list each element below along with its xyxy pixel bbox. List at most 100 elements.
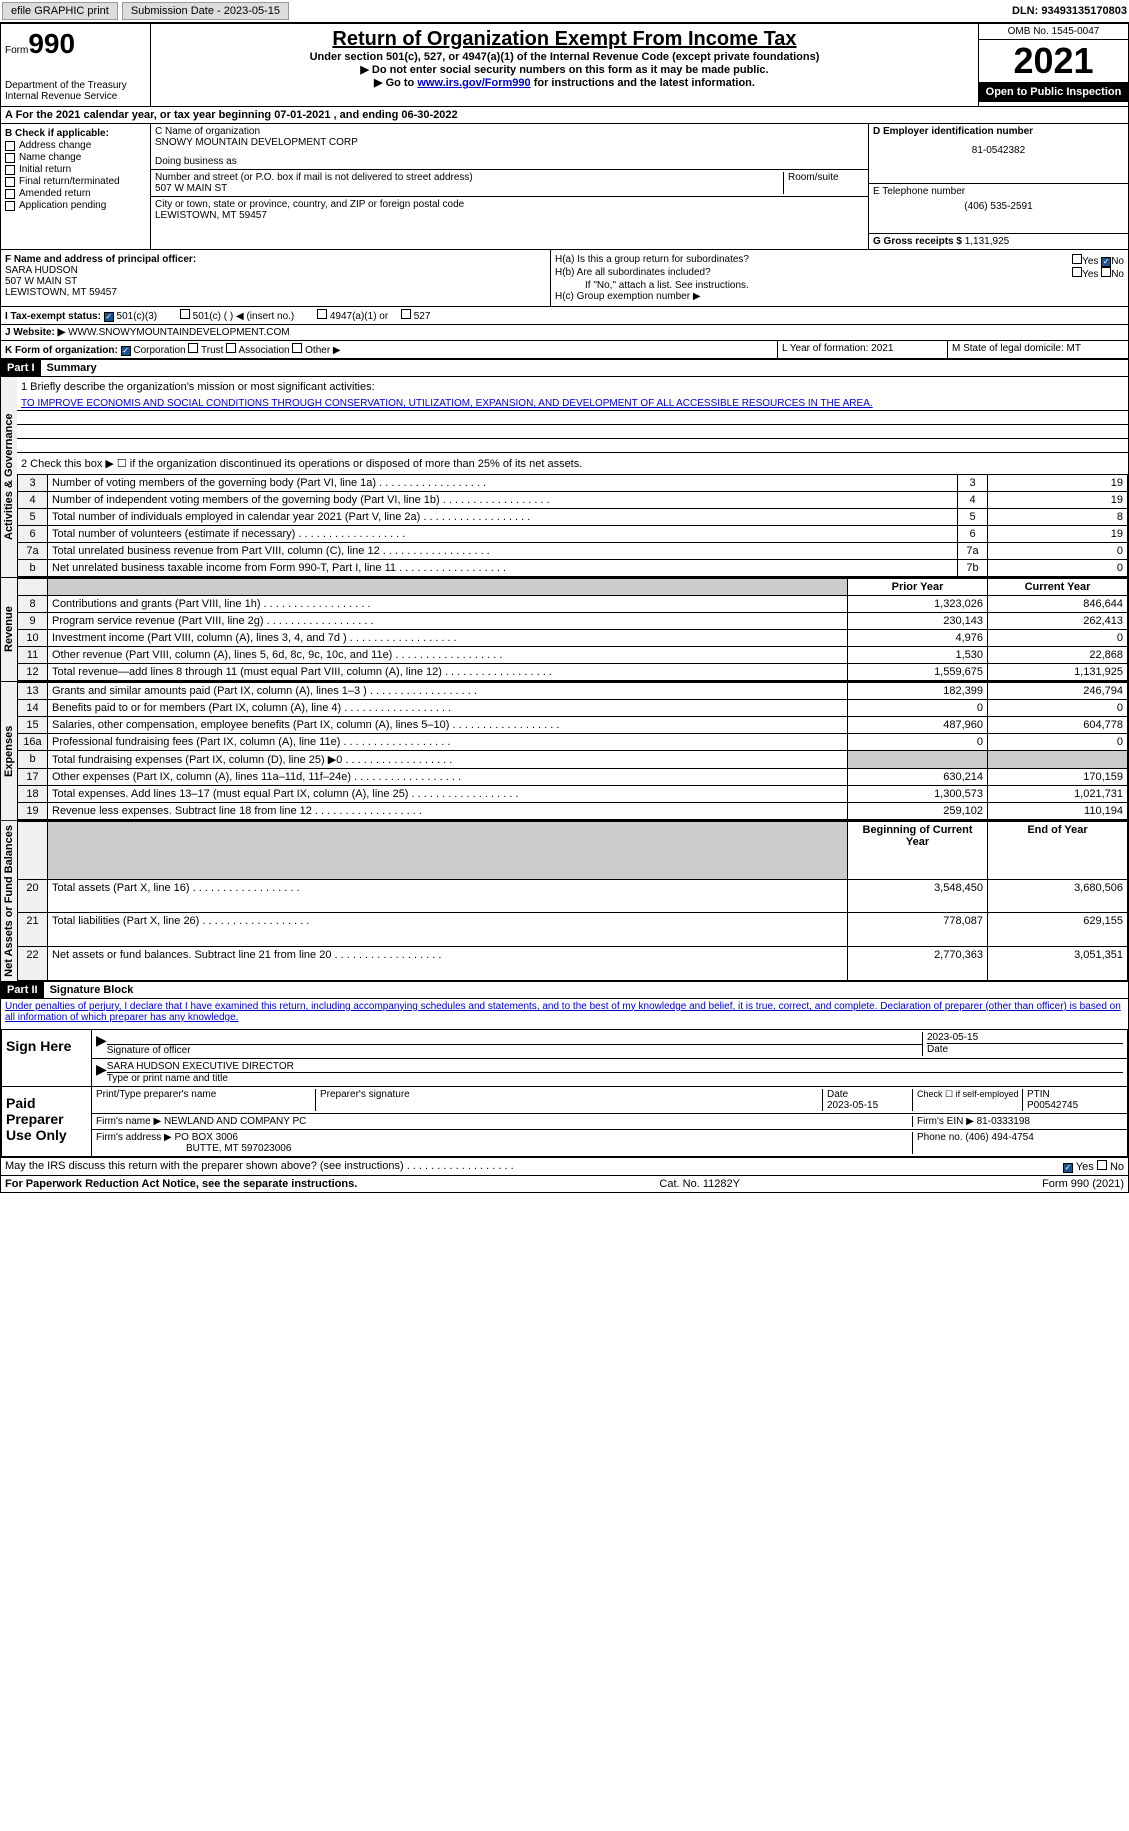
sections-d-e-g: D Employer identification number 81-0542…	[868, 124, 1128, 249]
officer-name-value: SARA HUDSON EXECUTIVE DIRECTOR	[107, 1061, 1123, 1072]
checkbox-application-pending[interactable]	[5, 201, 15, 211]
ein-label: D Employer identification number	[873, 126, 1124, 137]
year-formation: L Year of formation: 2021	[778, 341, 948, 358]
table-row: 13Grants and similar amounts paid (Part …	[18, 683, 1128, 700]
table-row: 11Other revenue (Part VIII, column (A), …	[18, 647, 1128, 664]
state-domicile: M State of legal domicile: MT	[948, 341, 1128, 358]
footer-center: Cat. No. 11282Y	[659, 1178, 740, 1190]
checkbox-501c3[interactable]	[104, 312, 114, 322]
inspection-label: Open to Public Inspection	[979, 82, 1128, 102]
phone-value: (406) 535-2591	[873, 201, 1124, 212]
footer-right: Form 990 (2021)	[1042, 1178, 1124, 1190]
form-label: Form	[5, 45, 28, 56]
prep-sig-label: Preparer's signature	[316, 1089, 823, 1111]
top-toolbar: efile GRAPHIC print Submission Date - 20…	[0, 0, 1129, 23]
prep-name-label: Print/Type preparer's name	[96, 1089, 316, 1111]
city-value: LEWISTOWN, MT 59457	[155, 210, 864, 221]
section-b: B Check if applicable: Address change Na…	[1, 124, 151, 249]
table-row: 4Number of independent voting members of…	[18, 492, 1128, 509]
subtitle-2: ▶ Do not enter social security numbers o…	[155, 63, 974, 76]
checkbox-group-no[interactable]	[1101, 257, 1111, 267]
checkbox-address-change[interactable]	[5, 141, 15, 151]
firm-name: NEWLAND AND COMPANY PC	[164, 1116, 306, 1127]
irs-label: Internal Revenue Service	[5, 91, 146, 102]
street-value: 507 W MAIN ST	[155, 183, 779, 194]
vert-label-expenses: Expenses	[1, 682, 17, 820]
signature-block: Sign Here ▶ Signature of officer 2023-05…	[1, 1029, 1128, 1157]
checkbox-subs-yes[interactable]	[1072, 267, 1082, 277]
checkbox-amended[interactable]	[5, 189, 15, 199]
arrow-icon: ▶	[96, 1061, 107, 1084]
section-a-tax-year: A For the 2021 calendar year, or tax yea…	[1, 107, 1128, 124]
ptin-value: P00542745	[1027, 1100, 1078, 1111]
table-row: 7aTotal unrelated business revenue from …	[18, 543, 1128, 560]
h-c-label: H(c) Group exemption number ▶	[555, 291, 1124, 302]
table-row: 8Contributions and grants (Part VIII, li…	[18, 596, 1128, 613]
dept-label: Department of the Treasury	[5, 80, 146, 91]
h-b-note: If "No," attach a list. See instructions…	[555, 280, 1124, 291]
checkbox-name-change[interactable]	[5, 153, 15, 163]
efile-print-button[interactable]: efile GRAPHIC print	[2, 2, 118, 20]
prep-date-value: 2023-05-15	[827, 1100, 878, 1111]
table-row: 9Program service revenue (Part VIII, lin…	[18, 613, 1128, 630]
table-row: bTotal fundraising expenses (Part IX, co…	[18, 751, 1128, 769]
table-row: 18Total expenses. Add lines 13–17 (must …	[18, 786, 1128, 803]
checkbox-final-return[interactable]	[5, 177, 15, 187]
checkbox-discuss-no[interactable]	[1097, 1160, 1107, 1170]
sign-here-label: Sign Here	[2, 1030, 92, 1086]
checkbox-527[interactable]	[401, 309, 411, 319]
tax-year: 2021	[979, 40, 1128, 82]
officer-label: F Name and address of principal officer:	[5, 254, 546, 265]
h-a-label: H(a) Is this a group return for subordin…	[555, 254, 749, 267]
check-self-employed: Check ☐ if self-employed	[913, 1089, 1023, 1111]
discuss-row: May the IRS discuss this return with the…	[1, 1157, 1128, 1175]
officer-street: 507 W MAIN ST	[5, 276, 546, 287]
vert-label-revenue: Revenue	[1, 578, 17, 681]
section-j: J Website: ▶ WWW.SNOWYMOUNTAINDEVELOPMEN…	[1, 325, 1128, 341]
part-1-revenue: Revenue Prior YearCurrent Year8Contribut…	[1, 577, 1128, 681]
table-net-assets: Beginning of Current YearEnd of Year20To…	[17, 821, 1128, 981]
form-header: Form990 Department of the Treasury Inter…	[1, 24, 1128, 107]
mission-text[interactable]: TO IMPROVE ECONOMIS AND SOCIAL CONDITION…	[17, 397, 1128, 411]
table-row: 16aProfessional fundraising fees (Part I…	[18, 734, 1128, 751]
table-row: 20Total assets (Part X, line 16)3,548,45…	[18, 879, 1128, 913]
submission-date-button[interactable]: Submission Date - 2023-05-15	[122, 2, 289, 20]
checkbox-group-yes[interactable]	[1072, 254, 1082, 264]
checkbox-subs-no[interactable]	[1101, 267, 1111, 277]
table-row: 15Salaries, other compensation, employee…	[18, 717, 1128, 734]
checkbox-trust[interactable]	[188, 343, 198, 353]
line-2-label: 2 Check this box ▶ ☐ if the organization…	[17, 453, 1128, 474]
omb-number: OMB No. 1545-0047	[979, 24, 1128, 40]
gross-receipts-label: G Gross receipts $	[873, 236, 962, 247]
gross-receipts-value: 1,131,925	[965, 236, 1010, 247]
arrow-icon: ▶	[96, 1032, 107, 1056]
vert-label-activities: Activities & Governance	[1, 377, 17, 577]
part-2-header: Part II Signature Block	[1, 981, 1128, 999]
form-990: Form990 Department of the Treasury Inter…	[0, 23, 1129, 1193]
sig-date-label: Date	[927, 1043, 1123, 1055]
checkbox-discuss-yes[interactable]	[1063, 1163, 1073, 1173]
dln-label: DLN: 93493135170803	[1012, 5, 1127, 17]
form-title: Return of Organization Exempt From Incom…	[155, 28, 974, 51]
h-b-label: H(b) Are all subordinates included?	[555, 267, 711, 280]
form-number: 990	[28, 28, 75, 59]
table-row: 21Total liabilities (Part X, line 26)778…	[18, 913, 1128, 947]
org-name: SNOWY MOUNTAIN DEVELOPMENT CORP	[155, 137, 864, 148]
checkbox-other[interactable]	[292, 343, 302, 353]
footer-left: For Paperwork Reduction Act Notice, see …	[5, 1178, 357, 1190]
org-name-label: C Name of organization	[155, 126, 864, 137]
checkbox-corporation[interactable]	[121, 346, 131, 356]
checkbox-4947[interactable]	[317, 309, 327, 319]
checkbox-association[interactable]	[226, 343, 236, 353]
irs-link[interactable]: www.irs.gov/Form990	[417, 77, 530, 89]
part-1-header: Part I Summary	[1, 359, 1128, 377]
checkbox-initial-return[interactable]	[5, 165, 15, 175]
street-label: Number and street (or P.O. box if mail i…	[155, 172, 779, 183]
sections-b-through-g: B Check if applicable: Address change Na…	[1, 124, 1128, 250]
table-activities-governance: 3Number of voting members of the governi…	[17, 474, 1128, 577]
room-label: Room/suite	[784, 172, 864, 194]
table-row: 22Net assets or fund balances. Subtract …	[18, 947, 1128, 981]
sections-f-h: F Name and address of principal officer:…	[1, 250, 1128, 307]
checkbox-501c[interactable]	[180, 309, 190, 319]
paid-preparer-label: Paid Preparer Use Only	[2, 1087, 92, 1156]
